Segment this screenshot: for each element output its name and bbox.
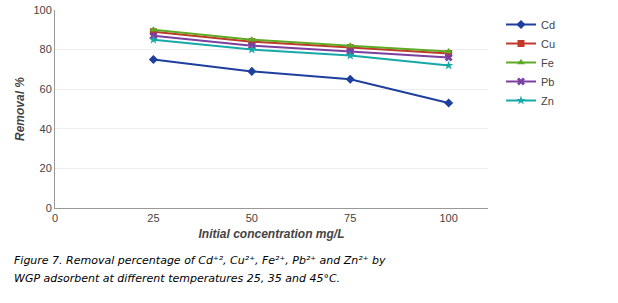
svg-text:50: 50 [246,212,258,224]
svg-text:60: 60 [40,83,52,95]
svg-text:Removal %: Removal % [13,77,27,141]
svg-text:100: 100 [33,4,51,16]
svg-text:Pb: Pb [541,76,554,88]
svg-text:40: 40 [40,123,52,135]
svg-text:Figure 7. Removal percentage o: Figure 7. Removal percentage of Cd⁺², Cu… [14,254,386,267]
svg-text:WGP adsorbent at different tem: WGP adsorbent at different temperatures … [14,272,340,285]
svg-text:Cu: Cu [541,38,555,50]
svg-text:0: 0 [46,202,52,214]
svg-text:Zn: Zn [541,95,554,107]
svg-text:0: 0 [52,212,58,224]
svg-text:Initial concentration mg/L: Initial concentration mg/L [198,227,344,241]
svg-text:75: 75 [344,212,356,224]
svg-text:Cd: Cd [541,19,555,31]
svg-text:100: 100 [439,212,457,224]
svg-text:20: 20 [40,162,52,174]
svg-text:80: 80 [40,43,52,55]
svg-text:25: 25 [147,212,159,224]
svg-text:Fe: Fe [541,57,554,69]
